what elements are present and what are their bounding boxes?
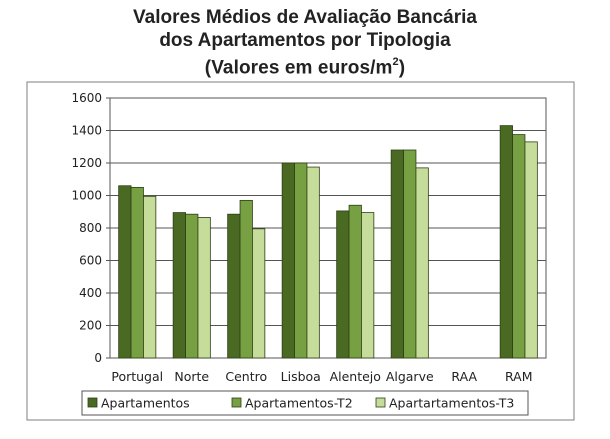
y-tick-label: 1200 [71,156,102,170]
x-category-label: Norte [174,369,209,384]
bar-lisboa-apartartamentos-t3 [306,166,320,359]
bar-portugal-apartartamentos-t3 [143,195,157,359]
x-category-label: Centro [225,369,267,384]
x-category-label: Portugal [111,369,163,384]
y-tick-label: 1400 [71,124,102,138]
y-tick-label: 1600 [71,91,102,105]
bar-portugal-apartamentos-t2 [130,186,144,359]
bar-algarve-apartartamentos-t3 [415,167,429,359]
chart-title-line-3: (Valores em euros/m2) [0,52,610,79]
bar-centro-apartamentos [227,213,241,359]
y-tick-label: 800 [79,221,102,235]
x-category-label: Alentejo [330,369,381,384]
chart-title-line-1: Valores Médios de Avaliação Bancária [133,7,477,28]
chart-title-line-2: dos Apartamentos por Tipologia [159,30,451,51]
chart-title: Valores Médios de Avaliação Bancária dos… [0,6,610,79]
y-tick-label: 200 [79,319,102,333]
bar-algarve-apartamentos [390,149,404,359]
legend-box [81,390,529,416]
x-category-label: Algarve [386,369,434,384]
y-tick-label: 0 [94,351,102,365]
bar-norte-apartamentos-t2 [185,213,199,359]
bar-lisboa-apartamentos [281,162,295,359]
chart-title-close-paren: ) [398,57,406,79]
bar-alentejo-apartartamentos-t3 [361,212,375,359]
bar-centro-apartartamentos-t3 [252,228,266,359]
bar-algarve-apartamentos-t2 [403,149,417,359]
chart-title-units: (Valores em euros/m [204,57,393,79]
chart-title-unit-exponent: 2 [392,56,399,68]
bar-norte-apartartamentos-t3 [197,217,211,359]
legend-swatch [231,397,242,408]
x-category-label: RAA [451,369,477,384]
bar-ram-apartamentos-t2 [512,134,526,359]
bar-alentejo-apartamentos [336,210,350,359]
legend-label: Apartamentos-T2 [245,396,353,411]
y-tick-label: 600 [79,254,102,268]
bar-alentejo-apartamentos-t2 [348,204,362,359]
x-axis-labels: Portugal Norte Centro Lisboa Alentejo Algarve… [111,369,532,384]
legend: Apartamentos Apartamentos-T2 Apartartament… [81,390,529,416]
bar-portugal-apartamentos [118,185,132,359]
bar-ram-apartamentos [499,125,513,359]
y-tick-label: 1000 [71,189,102,203]
legend-swatch [375,397,386,408]
x-category-label: RAM [505,369,533,384]
legend-swatch [87,397,98,408]
legend-label: Apartartamentos-T3 [389,396,514,411]
bar-norte-apartamentos [172,212,186,359]
bar-ram-apartartamentos-t3 [524,141,538,359]
bar-lisboa-apartamentos-t2 [294,162,308,359]
legend-label: Apartamentos [101,396,190,411]
y-tick-label: 400 [79,286,102,300]
bars [118,125,538,359]
y-axis-ticks: 0 200 400 600 800 1000 1200 1400 1600 [71,91,110,365]
bar-centro-apartamentos-t2 [239,199,253,359]
x-category-label: Lisboa [281,369,321,384]
